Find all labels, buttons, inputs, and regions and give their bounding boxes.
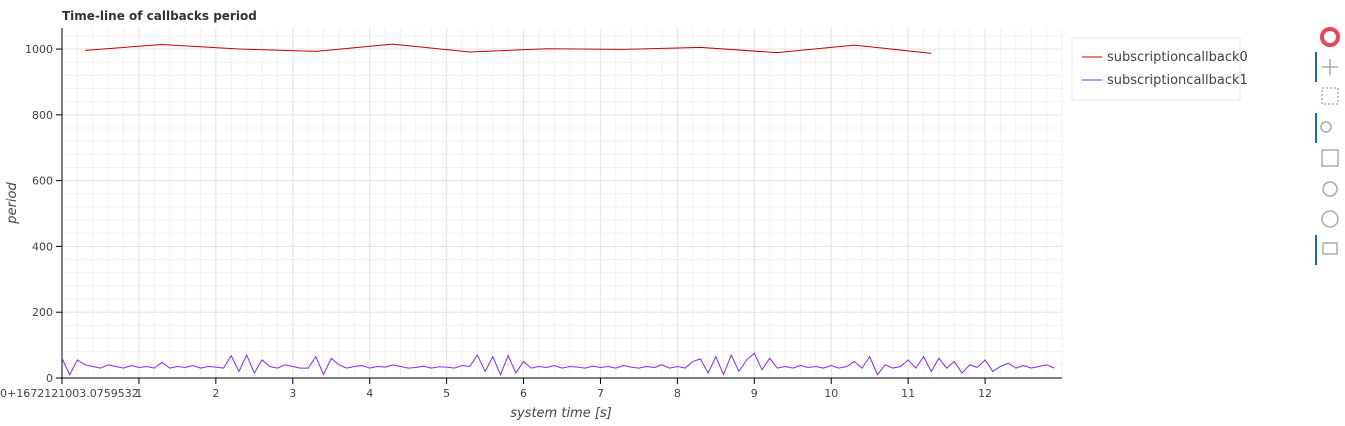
series-line	[85, 43, 932, 54]
x-tick-label: 5	[443, 387, 450, 400]
toolbar	[1315, 27, 1340, 265]
series-line	[61, 352, 1055, 377]
logo[interactable]	[1320, 27, 1340, 47]
y-tick-label: 600	[32, 175, 53, 188]
x-tick-label: 7	[597, 387, 604, 400]
x-tick-label: 0+1672121003.0759532	[0, 387, 139, 400]
y-tick-label: 400	[32, 240, 53, 253]
x-tick-label: 9	[751, 387, 758, 400]
y-tick-label: 800	[32, 109, 53, 122]
x-tick-label: 10	[824, 387, 838, 400]
x-tick-label: 1	[135, 387, 142, 400]
save-tool[interactable]	[1321, 149, 1339, 167]
x-axis-label: system time [s]	[510, 406, 612, 421]
x-tick-label: 6	[520, 387, 527, 400]
x-tick-label: 12	[978, 387, 992, 400]
x-tick-label: 3	[289, 387, 296, 400]
wheel-zoom-tool[interactable]	[1320, 121, 1332, 133]
y-tick-label: 0	[46, 372, 53, 385]
help-tool[interactable]	[1321, 210, 1339, 228]
legend-label: subscriptioncallback1	[1107, 73, 1248, 88]
reset-tool[interactable]	[1322, 181, 1338, 197]
x-tick-label: 4	[366, 387, 373, 400]
x-tick-label: 11	[901, 387, 915, 400]
legend-label: subscriptioncallback0	[1107, 50, 1248, 65]
box-zoom-tool[interactable]	[1321, 87, 1339, 105]
legend-box	[1071, 37, 1241, 101]
y-tick-label: 1000	[25, 43, 53, 56]
pan-tool[interactable]	[1322, 59, 1338, 75]
x-tick-label: 2	[212, 387, 219, 400]
chart-title: Time-line of callbacks period	[62, 9, 257, 23]
y-axis-label: period	[5, 182, 20, 225]
y-tick-label: 200	[32, 306, 53, 319]
hover-tool[interactable]	[1322, 242, 1338, 255]
x-tick-label: 8	[674, 387, 681, 400]
